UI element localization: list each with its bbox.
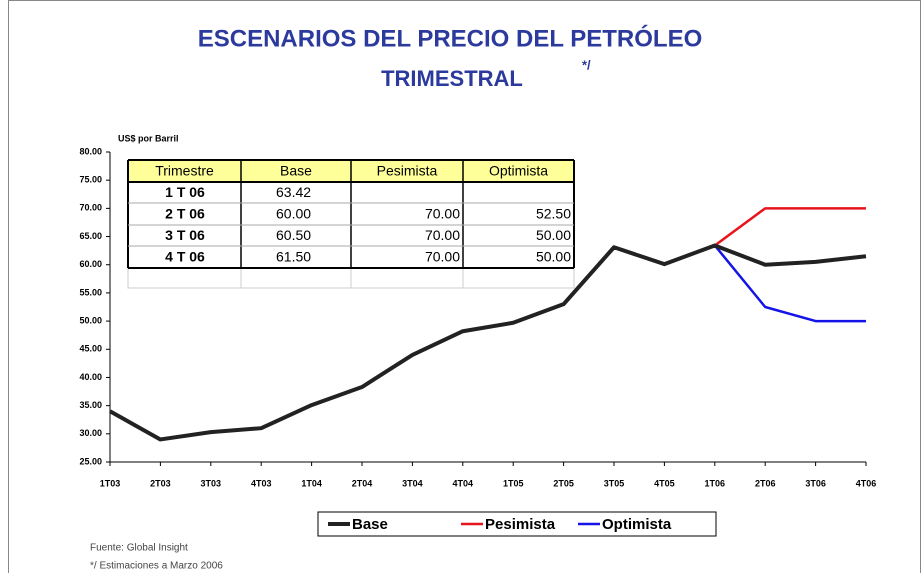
x-tick-label: 4T03 — [251, 478, 272, 488]
table-cell: 61.50 — [276, 249, 311, 265]
x-tick-label: 2T06 — [755, 478, 776, 488]
y-tick-label: 40.00 — [79, 372, 102, 382]
title-note: */ — [582, 57, 591, 72]
x-tick-label: 4T06 — [856, 478, 877, 488]
table-cell: 50.00 — [536, 249, 571, 265]
y-tick-label: 30.00 — [79, 428, 102, 438]
table-cell: 60.50 — [276, 227, 311, 243]
y-tick-label: 60.00 — [79, 259, 102, 269]
x-tick-label: 1T06 — [705, 478, 726, 488]
table-header: Trimestre — [155, 163, 214, 179]
x-tick-label: 1T03 — [100, 478, 121, 488]
x-tick-label: 1T05 — [503, 478, 524, 488]
line-optimista — [713, 244, 866, 323]
x-tick-label: 2T05 — [553, 478, 574, 488]
y-tick-label: 35.00 — [79, 400, 102, 410]
table-cell: 70.00 — [425, 206, 460, 222]
y-tick-label: 70.00 — [79, 203, 102, 213]
x-tick-label: 3T04 — [402, 478, 423, 488]
table-cell: 3 T 06 — [165, 227, 205, 243]
y-tick-label: 65.00 — [79, 231, 102, 241]
x-tick-label: 2T04 — [352, 478, 373, 488]
x-tick-label: 4T04 — [453, 478, 474, 488]
table-cell: 1 T 06 — [165, 184, 205, 200]
x-tick-label: 3T03 — [201, 478, 222, 488]
x-tick-label: 2T03 — [150, 478, 171, 488]
table-header: Base — [280, 163, 312, 179]
y-tick-label: 80.00 — [79, 146, 102, 156]
table-cell: 2 T 06 — [165, 206, 205, 222]
table-cell: 60.00 — [276, 206, 311, 222]
y-axis-label: US$ por Barril — [118, 133, 179, 143]
y-tick-label: 25.00 — [79, 456, 102, 466]
legend-label: Pesimista — [485, 516, 556, 533]
x-tick-label: 1T04 — [301, 478, 322, 488]
legend-box — [317, 511, 717, 537]
table-cell: 63.42 — [276, 184, 311, 200]
y-tick-label: 45.00 — [79, 344, 102, 354]
note: */ Estimaciones a Marzo 2006 — [90, 561, 223, 572]
x-tick-label: 3T05 — [604, 478, 625, 488]
x-tick-label: 3T06 — [805, 478, 826, 488]
table-header: Pesimista — [377, 163, 438, 179]
y-tick-label: 75.00 — [79, 175, 102, 185]
legend-label: Base — [352, 516, 388, 533]
chart-title: ESCENARIOS DEL PRECIO DEL PETRÓLEO — [198, 24, 703, 52]
table-cell: 70.00 — [425, 249, 460, 265]
table-cell: 50.00 — [536, 227, 571, 243]
line-pesimista — [714, 207, 866, 247]
x-tick-label: 4T05 — [654, 478, 675, 488]
chart-title: TRIMESTRAL — [381, 66, 523, 91]
note: Fuente: Global Insight — [90, 543, 188, 554]
table-cell: 70.00 — [425, 227, 460, 243]
y-tick-label: 55.00 — [79, 287, 102, 297]
y-tick-label: 50.00 — [79, 315, 102, 325]
table-cell: 52.50 — [536, 206, 571, 222]
line-base — [109, 243, 867, 442]
table-cell: 4 T 06 — [165, 249, 205, 265]
table-header: Optimista — [489, 163, 548, 179]
legend-label: Optimista — [602, 516, 672, 533]
